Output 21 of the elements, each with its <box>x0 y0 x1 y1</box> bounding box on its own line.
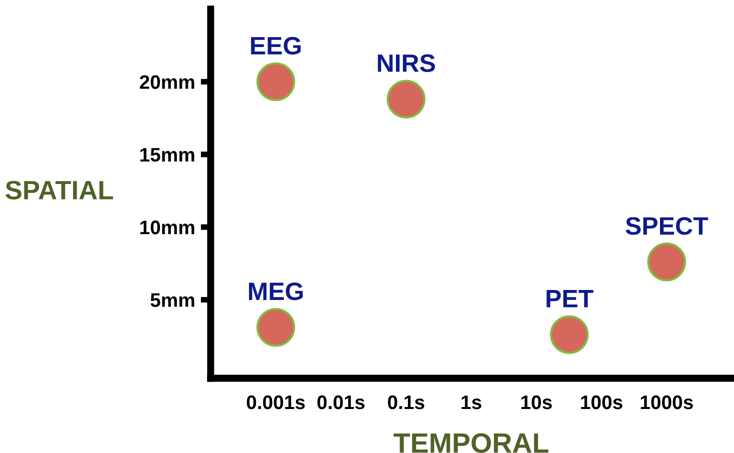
x-axis-title: TEMPORAL <box>394 433 548 453</box>
point <box>256 62 296 102</box>
x-tick-label: 0.01s <box>317 395 364 410</box>
x-tick-label: 100s <box>581 395 622 410</box>
point <box>550 315 589 354</box>
y-tick-label: 5mm <box>150 293 194 307</box>
y-tick-label: 15mm <box>140 148 194 162</box>
annotation: MEG <box>249 282 303 300</box>
x-tick-label: 0.001s <box>246 395 305 410</box>
y-axis-title: SPATIAL <box>6 180 113 200</box>
x-tick-label: 10s <box>521 395 552 410</box>
annotation: NIRS <box>378 54 435 72</box>
annotation: PET <box>546 290 594 308</box>
x-tick-label: 1000s <box>640 395 693 410</box>
x-tick-label: 0.1s <box>388 395 424 410</box>
point <box>647 242 686 282</box>
annotation: EEG <box>251 36 301 55</box>
x-tick-label: 1s <box>462 396 482 410</box>
annotation: SPECT <box>626 217 708 235</box>
y-tick-label: 10mm <box>140 220 194 234</box>
y-tick-label: 20mm <box>140 75 194 89</box>
